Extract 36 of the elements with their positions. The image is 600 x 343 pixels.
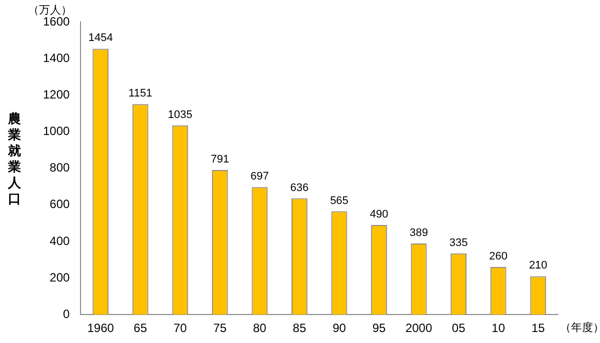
- y-tick-label: 800: [50, 160, 70, 175]
- y-tick-label: 0: [63, 306, 70, 321]
- data-label: 697: [250, 170, 269, 183]
- x-tick-label: 85: [292, 321, 306, 336]
- data-label: 1151: [128, 88, 152, 100]
- x-tick-label: 05: [452, 321, 466, 336]
- x-tick-label: 1960: [87, 321, 114, 336]
- y-tick-label: 400: [50, 234, 70, 248]
- data-label: 210: [528, 260, 548, 272]
- x-tick-label: 15: [531, 321, 546, 336]
- y-tick-label: 1600: [42, 14, 70, 28]
- data-label: 791: [210, 153, 230, 166]
- x-tick-label: 10: [492, 321, 506, 336]
- data-label: 335: [449, 236, 468, 249]
- x-tick-label: 80: [253, 321, 267, 336]
- x-tick-label: 90: [332, 321, 346, 336]
- x-tick-label: 2000: [405, 321, 432, 336]
- data-label: 260: [489, 250, 508, 263]
- y-tick-label: 1000: [42, 124, 70, 138]
- y-tick-label: 1200: [42, 87, 70, 102]
- data-label: 636: [290, 182, 309, 194]
- data-label: 389: [410, 226, 428, 239]
- y-tick-label: 200: [50, 270, 70, 284]
- text: （万人）: [28, 4, 72, 17]
- y-axis-title: 農業就業人口: [8, 112, 22, 208]
- data-label: 490: [370, 208, 388, 221]
- data-label: 565: [330, 194, 348, 207]
- data-label: 1035: [168, 108, 192, 121]
- data-label: 1454: [88, 32, 113, 44]
- x-tick-label: 65: [134, 321, 148, 336]
- y-tick-label: 600: [50, 197, 70, 212]
- x-tick-label: 70: [173, 321, 188, 336]
- x-tick-label: 95: [372, 321, 386, 336]
- x-tick-label: 75: [213, 321, 227, 336]
- x-axis-title: （年度）: [560, 321, 600, 334]
- y-tick-label: 1400: [42, 50, 70, 65]
